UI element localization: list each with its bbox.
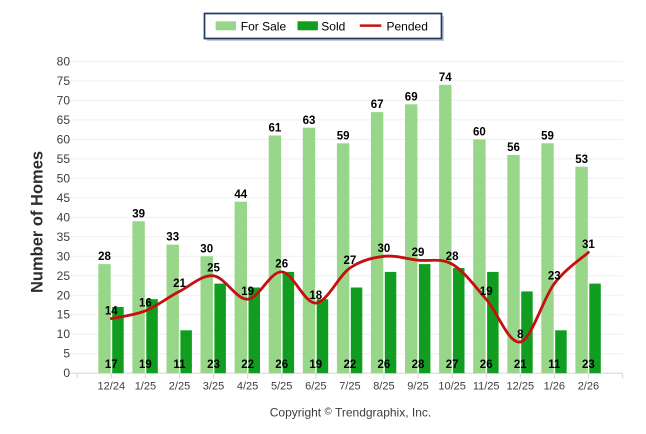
svg-text:26: 26 xyxy=(378,359,391,371)
svg-text:2/26: 2/26 xyxy=(578,381,599,393)
svg-text:74: 74 xyxy=(439,72,452,84)
svg-text:39: 39 xyxy=(132,208,145,220)
svg-text:9/25: 9/25 xyxy=(407,381,428,393)
svg-text:3/25: 3/25 xyxy=(203,381,224,393)
svg-text:5/25: 5/25 xyxy=(271,381,292,393)
svg-text:63: 63 xyxy=(303,115,316,127)
svg-text:25: 25 xyxy=(57,269,71,283)
svg-text:60: 60 xyxy=(57,132,71,146)
svg-text:19: 19 xyxy=(480,286,493,298)
svg-text:For Sale: For Sale xyxy=(241,20,287,34)
svg-text:1/26: 1/26 xyxy=(544,381,565,393)
svg-text:30: 30 xyxy=(57,249,71,263)
svg-text:40: 40 xyxy=(57,210,71,224)
svg-text:1/25: 1/25 xyxy=(135,381,156,393)
svg-text:59: 59 xyxy=(337,130,350,142)
svg-text:12/25: 12/25 xyxy=(507,381,535,393)
svg-text:12/24: 12/24 xyxy=(98,381,126,393)
svg-text:2/25: 2/25 xyxy=(169,381,190,393)
svg-text:69: 69 xyxy=(405,91,418,103)
svg-text:23: 23 xyxy=(207,359,220,371)
svg-text:19: 19 xyxy=(309,359,322,371)
svg-text:Sold: Sold xyxy=(321,20,345,34)
svg-text:22: 22 xyxy=(344,359,357,371)
svg-text:16: 16 xyxy=(139,298,152,310)
svg-text:53: 53 xyxy=(575,154,588,166)
svg-text:50: 50 xyxy=(57,171,71,185)
svg-text:26: 26 xyxy=(275,259,288,271)
svg-text:6/25: 6/25 xyxy=(305,381,326,393)
svg-text:15: 15 xyxy=(57,308,71,322)
svg-text:44: 44 xyxy=(234,189,247,201)
svg-text:11: 11 xyxy=(548,359,561,371)
svg-text:10: 10 xyxy=(57,327,71,341)
svg-text:19: 19 xyxy=(139,359,152,371)
svg-text:70: 70 xyxy=(57,93,71,107)
svg-text:Copyright © Trendgraphix, Inc.: Copyright © Trendgraphix, Inc. xyxy=(270,405,431,419)
svg-text:60: 60 xyxy=(473,127,486,139)
svg-text:Pended: Pended xyxy=(387,20,428,34)
svg-text:33: 33 xyxy=(166,232,179,244)
svg-text:19: 19 xyxy=(241,286,254,298)
svg-text:21: 21 xyxy=(514,359,527,371)
svg-text:67: 67 xyxy=(371,99,384,111)
svg-text:35: 35 xyxy=(57,230,71,244)
svg-text:20: 20 xyxy=(57,288,71,302)
svg-text:61: 61 xyxy=(269,123,282,135)
svg-text:0: 0 xyxy=(63,366,70,380)
svg-text:22: 22 xyxy=(241,359,254,371)
svg-text:80: 80 xyxy=(57,54,71,68)
svg-text:10/25: 10/25 xyxy=(438,381,466,393)
svg-text:65: 65 xyxy=(57,113,71,127)
svg-text:8/25: 8/25 xyxy=(373,381,394,393)
svg-text:75: 75 xyxy=(57,74,71,88)
svg-text:Number of Homes: Number of Homes xyxy=(29,151,47,293)
svg-text:26: 26 xyxy=(275,359,288,371)
svg-text:11/25: 11/25 xyxy=(473,381,500,393)
svg-text:31: 31 xyxy=(582,239,595,251)
svg-text:14: 14 xyxy=(105,305,118,317)
svg-text:27: 27 xyxy=(446,359,459,371)
svg-text:7/25: 7/25 xyxy=(339,381,360,393)
svg-text:59: 59 xyxy=(541,130,554,142)
svg-text:28: 28 xyxy=(412,359,425,371)
svg-text:45: 45 xyxy=(57,191,71,205)
svg-text:8: 8 xyxy=(517,329,524,341)
svg-text:11: 11 xyxy=(173,359,186,371)
svg-text:25: 25 xyxy=(207,263,220,275)
svg-text:26: 26 xyxy=(480,359,493,371)
svg-text:56: 56 xyxy=(507,142,520,154)
svg-text:28: 28 xyxy=(98,251,111,263)
svg-text:30: 30 xyxy=(378,243,391,255)
svg-text:5: 5 xyxy=(63,347,70,361)
svg-text:4/25: 4/25 xyxy=(237,381,258,393)
svg-text:18: 18 xyxy=(309,290,322,302)
svg-text:23: 23 xyxy=(548,270,561,282)
svg-text:28: 28 xyxy=(446,251,459,263)
svg-text:17: 17 xyxy=(105,359,118,371)
svg-text:30: 30 xyxy=(200,243,213,255)
svg-text:27: 27 xyxy=(344,255,357,267)
svg-text:23: 23 xyxy=(582,359,595,371)
svg-text:29: 29 xyxy=(412,247,425,259)
svg-text:21: 21 xyxy=(173,278,186,290)
svg-text:55: 55 xyxy=(57,152,71,166)
